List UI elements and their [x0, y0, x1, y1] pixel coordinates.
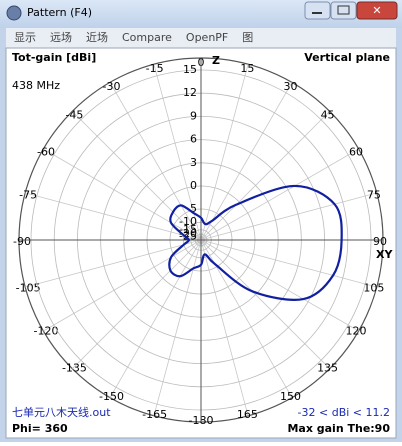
close-button[interactable]	[356, 1, 398, 20]
radial-tick-label: 3	[190, 156, 197, 169]
spoke	[200, 148, 359, 241]
xy-axis-label: XY	[376, 248, 393, 261]
frequency: 438 MHz	[12, 79, 60, 92]
spoke	[200, 82, 293, 241]
menu-item[interactable]: 近场	[86, 30, 108, 44]
menu-items: 显示 远场 近场 Compare OpenPF 图	[14, 30, 253, 44]
spoke	[43, 239, 202, 332]
spoke	[109, 239, 202, 398]
angle-tick-label: 105	[363, 281, 384, 294]
menu-bar	[6, 28, 396, 48]
polar-plot: 0 15 30 45 60 75 90 105 120 135 150 165 -15 -30 -45 -60…	[13, 56, 387, 427]
angle-tick-label: -120	[33, 325, 58, 338]
chart-subtitle: Vertical plane	[304, 51, 390, 64]
radial-tick-label: 15	[183, 63, 197, 76]
angle-tick-label: -135	[62, 362, 87, 375]
menu-item[interactable]: 图	[242, 31, 253, 44]
angle-tick-label: -150	[99, 390, 124, 403]
angle-tick-label: -90	[13, 235, 31, 248]
spoke	[43, 148, 202, 241]
angle-tick-label: -45	[65, 108, 83, 121]
radial-tick-label: 0	[190, 179, 197, 192]
angle-tick-label: 60	[349, 146, 363, 159]
app-icon	[6, 5, 22, 21]
spoke	[200, 239, 249, 416]
radial-tick-label: 9	[190, 109, 197, 122]
maximize-button[interactable]	[330, 1, 357, 20]
angle-tick-label: -60	[37, 146, 55, 159]
menu-item[interactable]: 远场	[50, 30, 72, 44]
radial-tick-label: 6	[190, 133, 197, 146]
radial-tick-label: -5	[186, 202, 197, 215]
angle-tick-label: 30	[284, 80, 298, 93]
gain-range: -32 < dBi < 11.2	[298, 406, 390, 419]
angle-tick-label: 15	[240, 62, 254, 75]
spoke	[200, 239, 359, 332]
radial-tick-label: -20	[179, 227, 197, 240]
minimize-button[interactable]	[304, 1, 331, 20]
phi-value: Phi= 360	[12, 422, 68, 435]
z-axis-label: Z	[212, 54, 220, 67]
maximize-icon	[337, 5, 350, 15]
radial-tick-label: -15	[179, 223, 197, 236]
window-title: Pattern (F4)	[27, 6, 92, 19]
spoke	[109, 82, 202, 241]
spoke	[200, 64, 249, 241]
angle-tick-label: 90	[373, 235, 387, 248]
close-icon: ✕	[372, 4, 381, 17]
chart-title: Tot-gain [dBi]	[12, 51, 96, 64]
angle-tick-label: -165	[142, 408, 167, 421]
angle-tick-label: 120	[346, 325, 367, 338]
angle-tick-label: 135	[317, 362, 338, 375]
angle-tick-label: 75	[367, 189, 381, 202]
spoke	[200, 239, 377, 288]
angle-tick-label: -15	[146, 62, 164, 75]
radial-tick-label: 12	[183, 86, 197, 99]
spoke	[200, 239, 330, 369]
angle-tick-label: -30	[103, 80, 121, 93]
spoke	[25, 239, 202, 288]
spoke	[72, 239, 202, 369]
menu-item[interactable]: OpenPF	[186, 31, 228, 44]
pattern-curve	[168, 184, 343, 301]
radial-tick-label: -25	[179, 230, 197, 243]
menu-item[interactable]: 显示	[14, 31, 36, 44]
spoke	[200, 192, 377, 241]
spoke	[72, 111, 202, 241]
spoke	[25, 192, 202, 241]
spoke	[153, 64, 202, 241]
file-name: 七单元八木天线.out	[12, 405, 111, 419]
menu-item[interactable]: Compare	[122, 31, 172, 44]
angle-tick-label: 150	[280, 390, 301, 403]
spoke	[200, 111, 330, 241]
angle-tick-label: 45	[321, 108, 335, 121]
max-gain: Max gain The:90	[287, 422, 390, 435]
radial-tick-label: -10	[179, 215, 197, 228]
angle-tick-label: 165	[237, 408, 258, 421]
angle-tick-label: -75	[19, 189, 37, 202]
angle-tick-label: -105	[16, 281, 41, 294]
